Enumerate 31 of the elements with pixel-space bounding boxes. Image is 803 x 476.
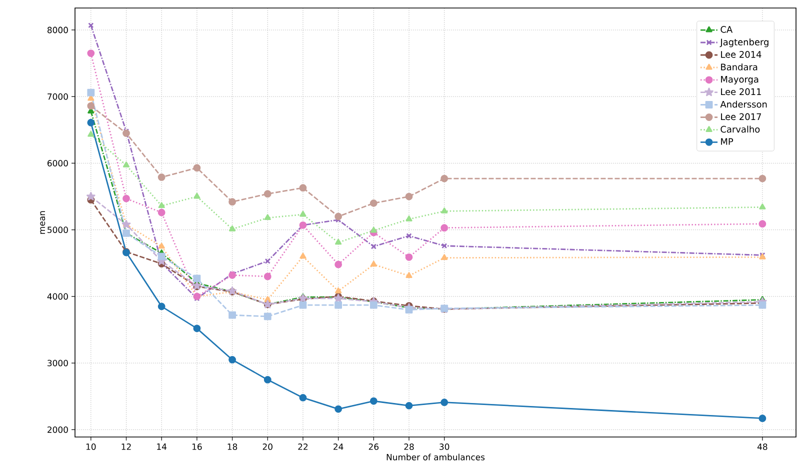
legend-label: MP: [721, 138, 734, 145]
x-tick-label: 28: [404, 444, 414, 450]
x-tick-label: 20: [262, 444, 272, 450]
x-axis-title: Number of ambulances: [386, 454, 485, 460]
x-tick-label: 22: [298, 444, 308, 450]
y-tick-label: 4000: [47, 293, 68, 300]
y-tick-label: 5000: [48, 226, 68, 234]
x-tick-label: 48: [757, 444, 768, 450]
legend-label: Jagtenberg: [720, 38, 768, 48]
y-tick-label: 6000: [48, 160, 68, 166]
legend-label: Mayorga: [721, 76, 758, 84]
y-tick-label: 7000: [48, 93, 68, 100]
y-tick-label: 3000: [48, 360, 68, 366]
y-tick-label: 8000: [48, 26, 68, 34]
x-tick-label: 10: [86, 444, 96, 450]
legend-label: Carvalho: [720, 126, 760, 133]
legend-label: Andersson: [720, 100, 767, 108]
y-axis-title: mean: [40, 211, 46, 234]
x-tick-label: 12: [122, 444, 131, 450]
legend-label: CA: [720, 26, 733, 33]
x-tick-label: 26: [368, 444, 379, 450]
y-tick-label: 2000: [48, 426, 68, 433]
legend-label: Bandara: [721, 63, 758, 70]
legend-label: Lee 2011: [721, 88, 761, 96]
x-tick-label: 30: [440, 444, 450, 450]
x-tick-label: 16: [192, 444, 202, 450]
legend-label: Lee 2014: [721, 51, 762, 58]
legend-label: Lee 2017: [721, 113, 761, 120]
x-tick-label: 24: [334, 444, 344, 450]
x-tick-label: 18: [228, 444, 238, 450]
x-tick-label: 14: [157, 444, 166, 450]
